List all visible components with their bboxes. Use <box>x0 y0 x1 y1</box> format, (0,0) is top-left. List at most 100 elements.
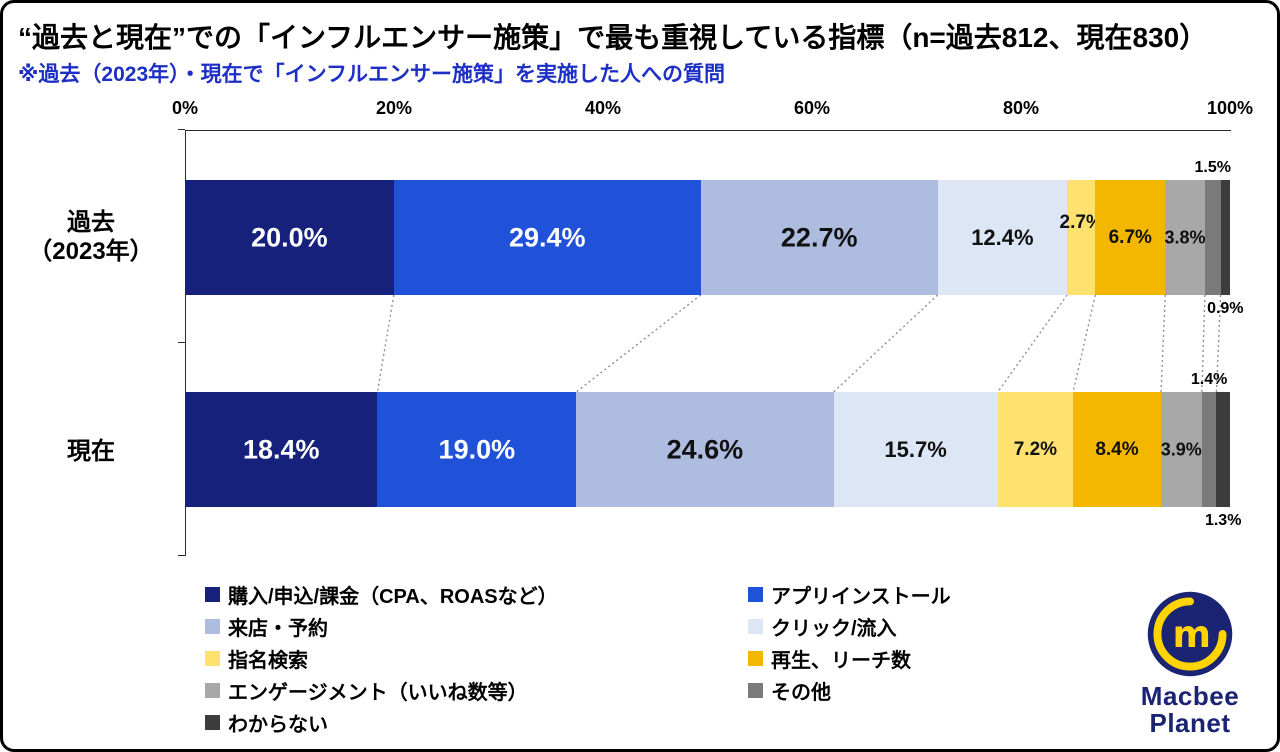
category-label-line: 現在 <box>67 438 115 465</box>
connector-line <box>1201 295 1206 392</box>
connector-line <box>1072 295 1096 392</box>
segment-value-label: 6.7% <box>1108 226 1152 248</box>
connector-line <box>1160 295 1166 392</box>
segment-value-label: 29.4% <box>508 222 586 252</box>
legend-item: 再生、リーチ数 <box>748 642 951 674</box>
logo-letter: m <box>1173 613 1212 656</box>
chart-subtitle: ※過去（2023年）・現在で「インフルエンサー施策」を実施した人への質問 <box>18 63 725 86</box>
legend-swatch <box>748 682 763 698</box>
legend-swatch <box>205 618 220 634</box>
bar-segment: 18.4% <box>185 392 378 507</box>
bar-segment <box>1201 392 1217 507</box>
x-axis-tick-label: 60% <box>793 98 831 118</box>
legend-swatch <box>748 586 763 602</box>
bar-segment: 3.8% <box>1164 180 1206 295</box>
connector-line <box>376 295 395 392</box>
x-axis-tick-label: 40% <box>584 98 622 118</box>
bar-segment: 19.0% <box>377 392 577 507</box>
legend-swatch <box>205 682 220 698</box>
bar-segment: 15.7% <box>833 392 998 507</box>
legend-swatch <box>205 586 220 602</box>
legend-label: 指名検索 <box>228 649 308 672</box>
legend-item: その他 <box>748 674 951 706</box>
bar-segment: 24.6% <box>576 392 834 507</box>
logo-swoosh <box>1153 597 1227 671</box>
category-label-line: （2023年） <box>28 238 154 266</box>
bar-segment: 2.7% <box>1060 180 1103 295</box>
bar-segment <box>1220 180 1230 295</box>
bar-segment <box>1204 180 1221 295</box>
legend-item: エンゲージメント（いいね数等） <box>205 674 558 706</box>
segment-value-label: 3.9% <box>1160 439 1202 459</box>
legend-item: アプリインストール <box>748 578 951 610</box>
legend-label: エンゲージメント（いいね数等） <box>228 681 528 704</box>
segment-value-label-outside: 1.4% <box>1190 371 1228 388</box>
legend-label: アプリインストール <box>771 585 951 608</box>
legend-item: クリック/流入 <box>748 610 951 642</box>
x-axis-line <box>185 130 1231 131</box>
connector-line <box>575 295 702 392</box>
legend-label: 来店・予約 <box>228 617 328 640</box>
segment-value-label: 24.6% <box>666 434 744 464</box>
segment-value-label: 7.2% <box>1013 438 1058 460</box>
legend-item: わからない <box>205 706 558 738</box>
connector-line <box>833 295 939 392</box>
legend-swatch <box>205 650 220 666</box>
legend-swatch <box>748 650 763 666</box>
segment-value-label-outside: 1.5% <box>1194 159 1231 176</box>
segment-value-label: 12.4% <box>971 224 1034 250</box>
segment-value-label: 18.4% <box>242 434 320 464</box>
macbee-planet-logo: m Macbee Planet <box>1126 590 1254 736</box>
segment-connector-lines <box>376 295 1222 392</box>
logo-text-line1: Macbee <box>1140 681 1240 711</box>
x-axis-tick-label: 20% <box>375 98 413 118</box>
segment-value-label: 2.7% <box>1059 211 1103 233</box>
x-axis-tick-label: 80% <box>1002 98 1040 118</box>
segment-value-label: 3.8% <box>1164 227 1206 247</box>
x-axis-tick-label: 100% <box>1206 98 1254 118</box>
segment-value-label: 19.0% <box>438 434 516 464</box>
segment-value-label-outside: 0.9% <box>1207 300 1244 317</box>
bar-segment: 6.7% <box>1095 180 1166 295</box>
bar-segment: 12.4% <box>937 180 1068 295</box>
category-label-current: 現在 <box>5 437 177 466</box>
legend-column-2: アプリインストール クリック/流入 再生、リーチ数 その他 <box>748 578 951 706</box>
category-label-line: 過去 <box>67 209 115 236</box>
y-axis-line <box>185 130 186 556</box>
y-axis-tick <box>178 555 185 556</box>
stacked-bar-current: 18.4% 19.0% 24.6% 15.7% 7.2% 8.4% 3.9% <box>185 392 1230 507</box>
bar-segment: 8.4% <box>1073 392 1161 507</box>
legend-item: 指名検索 <box>205 642 558 674</box>
segment-value-label: 8.4% <box>1095 438 1139 460</box>
segment-value-label: 22.7% <box>780 222 858 252</box>
segment-value-label: 15.7% <box>884 436 947 462</box>
bar-segment: 22.7% <box>700 180 938 295</box>
connector-line <box>1215 295 1222 392</box>
logo-text-line2: Planet <box>1149 707 1231 738</box>
legend-label: その他 <box>771 681 831 704</box>
bar-segment: 7.2% <box>997 392 1074 507</box>
y-axis-tick <box>178 129 185 130</box>
stacked-bar-past: 20.0% 29.4% 22.7% 12.4% 2.7% 6.7% 3.8% <box>185 180 1230 295</box>
segment-value-label-outside: 1.3% <box>1204 512 1242 529</box>
chart-title: “過去と現在”での「インフルエンサー施策」で最も重視している指標（n=過去812… <box>18 22 1208 53</box>
bar-segment: 3.9% <box>1161 392 1202 507</box>
legend-column-1: 購入/申込/課金（CPA、ROASなど） 来店・予約指名検索エンゲージメント（いい… <box>205 578 558 738</box>
legend-swatch <box>205 714 220 730</box>
bar-segment <box>1216 392 1230 507</box>
legend-swatch <box>748 618 763 634</box>
bar-segment: 29.4% <box>393 180 701 295</box>
y-axis-tick <box>178 342 185 343</box>
bar-segment: 20.0% <box>185 180 394 295</box>
legend-item: 購入/申込/課金（CPA、ROASなど） <box>205 578 558 610</box>
macbee-planet-logo-icon: m <box>1147 591 1233 677</box>
legend-label: 再生、リーチ数 <box>771 649 911 672</box>
x-axis-tick-label: 0% <box>171 98 199 118</box>
connector-line <box>997 295 1068 392</box>
legend-item: 来店・予約 <box>205 610 558 642</box>
category-label-past: 過去 （2023年） <box>5 208 177 267</box>
legend-label: わからない <box>228 713 328 736</box>
segment-value-label: 20.0% <box>251 222 328 252</box>
legend-label: クリック/流入 <box>771 617 897 640</box>
